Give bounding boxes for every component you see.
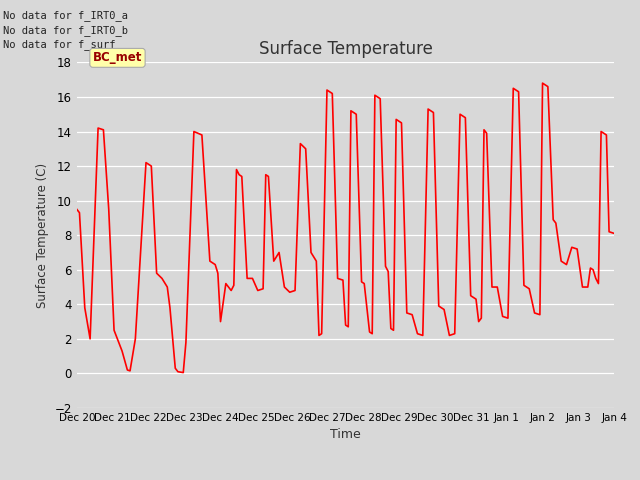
Y-axis label: Surface Temperature (C): Surface Temperature (C) [36,163,49,308]
X-axis label: Time: Time [330,429,361,442]
Legend: Tower: Tower [303,475,388,480]
Text: No data for f_IRT0_a: No data for f_IRT0_a [3,11,128,22]
Title: Surface Temperature: Surface Temperature [259,40,433,58]
Text: No data for f_IRT0_b: No data for f_IRT0_b [3,25,128,36]
Text: BC_met: BC_met [93,51,142,64]
Text: No data for f_surf: No data for f_surf [3,39,116,50]
